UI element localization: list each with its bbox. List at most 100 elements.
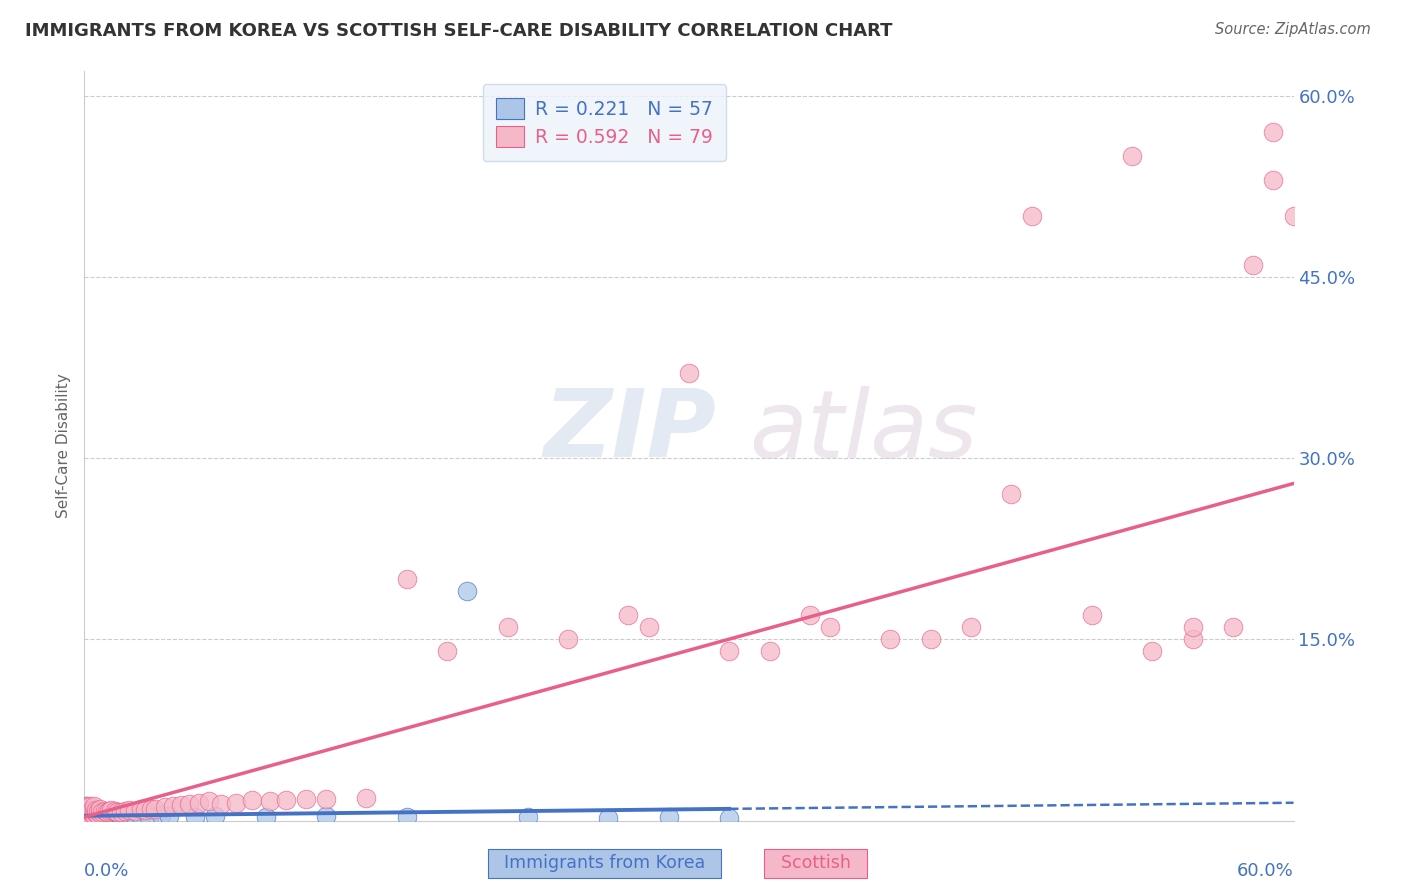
Point xyxy=(124,809,146,823)
Point xyxy=(75,810,97,824)
Point xyxy=(73,801,96,815)
Point xyxy=(138,810,160,824)
Point xyxy=(162,799,184,814)
Point xyxy=(79,807,101,822)
Point xyxy=(96,805,118,820)
Point xyxy=(96,806,118,821)
Point xyxy=(170,797,193,812)
Point xyxy=(129,801,152,815)
Text: 0.0%: 0.0% xyxy=(84,862,129,880)
Point xyxy=(143,801,166,815)
Point xyxy=(83,810,105,824)
Point xyxy=(82,806,104,821)
Point xyxy=(93,809,115,823)
Point xyxy=(82,806,104,821)
Point xyxy=(153,800,176,814)
Point xyxy=(1222,620,1244,634)
Point xyxy=(79,804,101,818)
Point xyxy=(436,644,458,658)
Point xyxy=(73,805,96,820)
Point xyxy=(1081,608,1104,623)
Point xyxy=(86,805,108,820)
Point xyxy=(139,801,162,815)
Point xyxy=(114,804,136,818)
Point xyxy=(83,804,105,818)
Text: Scottish: Scottish xyxy=(769,855,862,872)
Point xyxy=(75,799,97,814)
Point xyxy=(79,809,101,823)
Point xyxy=(73,805,96,820)
Text: 60.0%: 60.0% xyxy=(1237,862,1294,880)
Point xyxy=(1181,632,1204,647)
Point xyxy=(118,803,141,817)
Point xyxy=(77,803,100,817)
Point xyxy=(1021,210,1043,224)
Point xyxy=(678,367,700,381)
Point xyxy=(82,803,104,817)
Point xyxy=(87,807,110,822)
Point xyxy=(157,809,180,823)
Point xyxy=(315,792,337,806)
Point xyxy=(75,803,97,817)
Point xyxy=(395,572,418,586)
Point xyxy=(75,806,97,821)
Point xyxy=(198,794,221,808)
Point xyxy=(1263,125,1285,139)
Point xyxy=(83,807,105,822)
Point xyxy=(75,799,97,814)
Point xyxy=(114,810,136,824)
Point xyxy=(91,805,114,820)
Point xyxy=(100,810,122,824)
Point xyxy=(97,804,120,818)
Point xyxy=(77,807,100,822)
Point xyxy=(617,608,640,623)
Point xyxy=(87,809,110,823)
Point xyxy=(879,632,901,647)
Point xyxy=(1282,210,1305,224)
Point xyxy=(758,644,780,658)
Point xyxy=(87,804,110,818)
Point xyxy=(818,620,841,634)
Point xyxy=(83,799,105,814)
Point xyxy=(75,807,97,822)
Point xyxy=(110,805,132,820)
Point xyxy=(75,805,97,820)
Point xyxy=(188,796,211,810)
Point xyxy=(356,790,378,805)
Legend: R = 0.221   N = 57, R = 0.592   N = 79: R = 0.221 N = 57, R = 0.592 N = 79 xyxy=(482,85,725,161)
Point xyxy=(204,809,226,823)
Point xyxy=(637,620,659,634)
Point xyxy=(97,807,120,822)
Point xyxy=(77,804,100,818)
Point xyxy=(105,805,128,820)
Text: Source: ZipAtlas.com: Source: ZipAtlas.com xyxy=(1215,22,1371,37)
Point xyxy=(259,794,281,808)
Point xyxy=(104,810,127,824)
Point xyxy=(1263,173,1285,187)
Point xyxy=(718,811,741,825)
Point xyxy=(557,632,579,647)
Point xyxy=(75,811,97,825)
Point xyxy=(73,810,96,824)
Point xyxy=(86,809,108,823)
Point xyxy=(960,620,983,634)
Point xyxy=(77,805,100,820)
Point xyxy=(77,800,100,814)
Text: ZIP: ZIP xyxy=(544,385,717,477)
Y-axis label: Self-Care Disability: Self-Care Disability xyxy=(56,374,72,518)
Point xyxy=(1000,487,1022,501)
Point xyxy=(100,803,122,817)
Point xyxy=(254,810,277,824)
Point xyxy=(496,620,519,634)
Point xyxy=(718,644,741,658)
Point xyxy=(93,804,115,818)
Text: Immigrants from Korea: Immigrants from Korea xyxy=(494,855,716,872)
Point xyxy=(1121,149,1143,163)
Point xyxy=(79,799,101,814)
Point xyxy=(1181,620,1204,634)
Point xyxy=(75,809,97,823)
Point xyxy=(240,793,263,807)
Point xyxy=(89,807,111,822)
Point xyxy=(77,813,100,827)
Point xyxy=(104,804,127,818)
